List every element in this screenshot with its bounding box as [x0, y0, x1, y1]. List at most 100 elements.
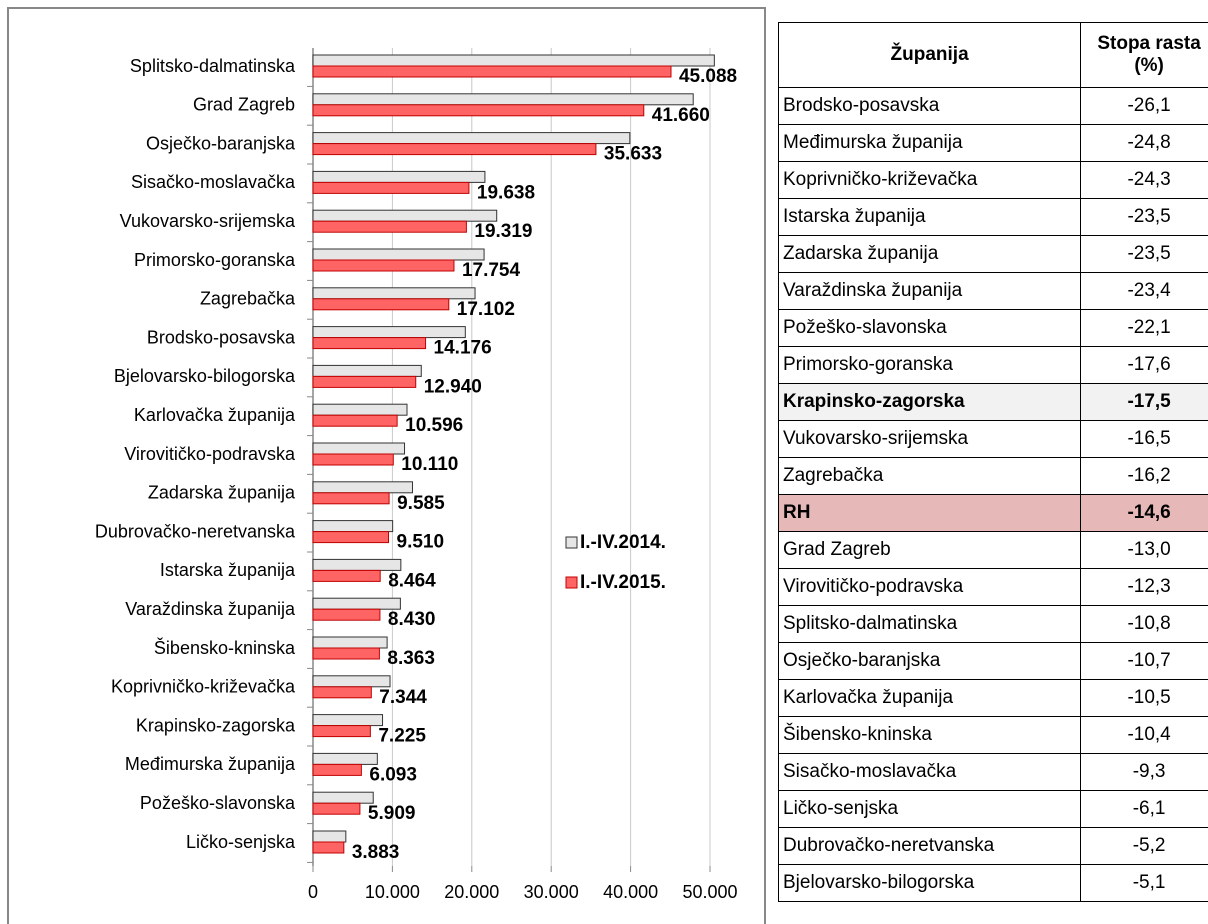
table-cell: -17,6	[1080, 346, 1208, 384]
bar	[312, 802, 361, 815]
bar	[312, 259, 455, 272]
table-cell: Zagrebačka	[777, 457, 1082, 495]
data-label: 10.596	[405, 415, 463, 436]
chart-frame	[7, 7, 766, 924]
table-row: Varaždinska županija -23,4	[777, 272, 1208, 310]
table-cell: Varaždinska županija	[777, 272, 1082, 310]
bar	[312, 220, 467, 233]
table-cell: -5,1	[1080, 864, 1208, 902]
x-tick-label: 40.000	[603, 882, 658, 902]
table-row: Primorsko-goranska -17,6	[777, 346, 1208, 384]
y-tick-label: Zagrebačka	[200, 289, 296, 309]
table-row: Brodsko-posavska -26,1	[777, 87, 1208, 125]
y-tick-label: Požeško-slavonska	[140, 793, 296, 813]
bar	[312, 647, 380, 660]
bar	[312, 298, 450, 311]
table-cell: -26,1	[1080, 87, 1208, 125]
table-cell: Osječko-baranjska	[777, 642, 1082, 680]
bar	[312, 414, 398, 427]
table-cell: -10,8	[1080, 605, 1208, 643]
table-cell: -17,5	[1080, 383, 1208, 421]
table-row: Šibensko-kninska -10,4	[777, 716, 1208, 754]
y-tick-label: Primorsko-goranska	[134, 250, 296, 270]
table-cell: Međimurska županija	[777, 124, 1082, 162]
table-row: Koprivničko-križevačka -24,3	[777, 161, 1208, 199]
data-label: 7.344	[379, 687, 427, 708]
data-label: 6.093	[369, 764, 417, 785]
legend-label: I.-IV.2014.	[580, 532, 666, 553]
header-cell: Stopa rasta (%)	[1080, 22, 1208, 88]
y-tick-label: Virovitičko-podravska	[124, 444, 296, 464]
y-tick-label: Vukovarsko-srijemska	[120, 211, 296, 231]
table-cell: -24,3	[1080, 161, 1208, 199]
table-row: Bjelovarsko-bilogorska -5,1	[777, 864, 1208, 902]
table-row: Dubrovačko-neretvanska -5,2	[777, 827, 1208, 865]
legend-label: I.-IV.2015.	[580, 572, 666, 593]
table-cell: -24,8	[1080, 124, 1208, 162]
bar	[312, 752, 378, 765]
table-cell: Istarska županija	[777, 198, 1082, 236]
bar	[312, 287, 476, 300]
table-cell: Ličko-senjska	[777, 790, 1082, 828]
bar	[312, 791, 374, 804]
chart: 0 10.000 20.000 30.000 40.000 50.000 Splitsko-…	[7, 7, 766, 924]
data-label: 5.909	[368, 803, 416, 824]
bar	[312, 531, 390, 544]
bar	[312, 830, 347, 843]
y-tick-label: Karlovačka županija	[134, 405, 296, 425]
table-cell: -22,1	[1080, 309, 1208, 347]
y-tick-label: Brodsko-posavska	[147, 327, 296, 347]
table-cell: -13,0	[1080, 531, 1208, 569]
data-label: 3.883	[352, 842, 400, 863]
bar	[312, 326, 466, 339]
table-row: Karlovačka županija -10,5	[777, 679, 1208, 717]
data-label: 9.510	[397, 532, 445, 553]
table-cell: Virovitičko-podravska	[777, 568, 1082, 606]
table-cell: Koprivničko-križevačka	[777, 161, 1082, 199]
table-cell: -6,1	[1080, 790, 1208, 828]
table-row: Virovitičko-podravska -12,3	[777, 568, 1208, 606]
table-cell: -23,5	[1080, 198, 1208, 236]
x-tick-label: 30.000	[524, 882, 579, 902]
table-row: Istarska županija -23,5	[777, 198, 1208, 236]
table-row: Osječko-baranjska -10,7	[777, 642, 1208, 680]
bar	[312, 520, 394, 533]
bar	[312, 170, 486, 183]
bar	[312, 841, 345, 854]
table-cell: Primorsko-goranska	[777, 346, 1082, 384]
table: Županija Stopa rasta (%) Brodsko-posavsk…	[777, 22, 1208, 902]
y-tick-label: Ličko-senjska	[186, 832, 296, 852]
bar	[312, 403, 408, 416]
data-label: 9.585	[397, 493, 445, 514]
y-tick-label: Krapinsko-zagorska	[136, 715, 296, 735]
y-tick-label: Šibensko-kninska	[154, 637, 296, 658]
table-cell: -10,7	[1080, 642, 1208, 680]
bar	[312, 714, 384, 727]
y-tick-label: Zadarska županija	[148, 483, 296, 503]
bar	[312, 763, 362, 776]
legend-swatch	[565, 536, 578, 549]
bar	[312, 209, 498, 222]
table-cell: Krapinsko-zagorska	[777, 383, 1082, 421]
table-cell: Dubrovačko-neretvanska	[777, 827, 1082, 865]
bar	[312, 558, 402, 571]
table-cell: RH	[777, 494, 1082, 532]
bar	[312, 375, 417, 388]
bar	[312, 686, 372, 699]
table-row: Međimurska županija -24,8	[777, 124, 1208, 162]
bar	[312, 104, 645, 117]
table-cell: Zadarska županija	[777, 235, 1082, 273]
y-tick-label: Osječko-baranjska	[146, 133, 296, 153]
bar	[312, 492, 390, 505]
x-tick-label: 20.000	[444, 882, 499, 902]
data-label: 17.754	[462, 260, 521, 281]
data-label: 10.110	[401, 454, 458, 475]
bar	[312, 93, 694, 106]
bar	[312, 442, 406, 455]
table-row: Požeško-slavonska -22,1	[777, 309, 1208, 347]
bar	[312, 481, 413, 494]
table-cell: -10,4	[1080, 716, 1208, 754]
y-tick-label: Koprivničko-križevačka	[111, 677, 296, 697]
bar	[312, 132, 631, 145]
